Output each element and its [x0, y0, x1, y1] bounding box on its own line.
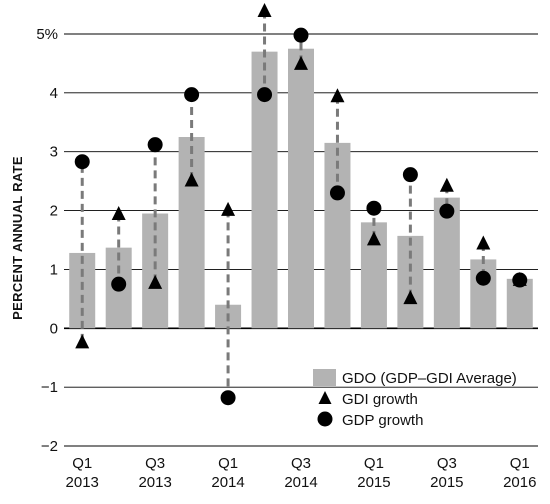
gdi-point	[294, 55, 308, 70]
y-axis-title: PERCENT ANNUAL RATE	[10, 156, 25, 320]
y-tick-labels: 5% 4 3 2 1 0 −1 −2	[36, 26, 58, 455]
y-tick-label: 0	[50, 320, 58, 337]
gdp-point	[475, 270, 491, 286]
x-tick-label: Q3	[291, 455, 311, 472]
gdp-point	[366, 200, 382, 216]
y-tick-label: 1	[50, 261, 58, 278]
gdp-point	[402, 167, 418, 183]
bar	[324, 142, 351, 329]
gdi-point	[366, 231, 381, 246]
y-tick-label: 3	[50, 144, 58, 161]
legend-bar-swatch	[313, 369, 336, 386]
bar	[288, 48, 314, 329]
legend-label-gdo: GDO (GDP–GDI Average)	[342, 370, 517, 387]
x-tick-label: Q1	[364, 455, 384, 472]
x-tick-label: Q1	[510, 455, 530, 472]
marker-layer	[74, 2, 528, 406]
gdi-point	[148, 274, 163, 289]
gdp-point	[257, 87, 273, 103]
y-tick-label: 2	[50, 203, 58, 220]
gdp-point	[147, 137, 163, 153]
gdi-point	[403, 290, 418, 305]
gdp-point	[74, 154, 90, 170]
legend-circle-marker	[317, 411, 333, 427]
gdp-point	[184, 87, 200, 103]
gdi-point	[75, 334, 90, 349]
gdp-point	[512, 272, 528, 288]
legend: GDO (GDP–GDI Average) GDI growth GDP gro…	[313, 369, 517, 429]
gdp-point	[439, 203, 455, 219]
gdp-point	[111, 276, 127, 292]
gdi-point	[111, 206, 126, 221]
x-tick-label: 2013	[138, 474, 171, 491]
gdi-point	[257, 2, 272, 17]
gdi-point	[476, 235, 491, 250]
x-tick-label: 2015	[357, 474, 390, 491]
bar	[433, 197, 460, 329]
gdi-point	[221, 201, 236, 216]
y-tick-label: −2	[41, 438, 58, 455]
x-tick-label: Q3	[437, 455, 457, 472]
x-tick-label: Q1	[72, 455, 92, 472]
bar	[142, 213, 169, 329]
bar	[178, 137, 205, 329]
x-tick-label: 2013	[66, 474, 99, 491]
x-tick-label: Q1	[218, 455, 238, 472]
gdi-point	[330, 88, 345, 103]
connector-layer	[80, 10, 485, 398]
gdp-point	[220, 390, 236, 406]
y-tick-label: −1	[41, 379, 58, 396]
gdp-point	[293, 27, 309, 43]
x-tick-label: 2016	[503, 474, 536, 491]
y-tick-label: 5%	[36, 26, 58, 43]
gdi-point	[439, 177, 454, 192]
x-tick-label: Q3	[145, 455, 165, 472]
legend-triangle-marker	[318, 391, 332, 404]
x-tick-labels: Q1 2013 Q3 2013 Q1 2014 Q3 2014 Q1 2015 Q3 2015 Q1 20…	[66, 455, 537, 491]
legend-label-gdi: GDI growth	[342, 391, 418, 408]
x-tick-label: 2014	[211, 474, 244, 491]
x-tick-label: 2014	[284, 474, 317, 491]
legend-label-gdp: GDP growth	[342, 412, 423, 429]
bar	[69, 252, 96, 329]
bars-layer	[69, 48, 533, 329]
y-tick-label: 4	[50, 85, 58, 102]
gdp-point	[329, 185, 345, 201]
x-tick-label: 2015	[430, 474, 463, 491]
gdi-point	[184, 172, 199, 187]
